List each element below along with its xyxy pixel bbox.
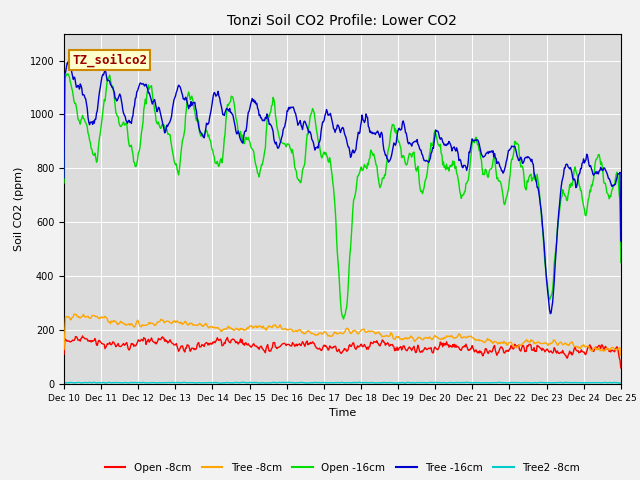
Text: TZ_soilco2: TZ_soilco2	[72, 53, 147, 67]
Y-axis label: Soil CO2 (ppm): Soil CO2 (ppm)	[14, 167, 24, 251]
X-axis label: Time: Time	[329, 408, 356, 418]
Title: Tonzi Soil CO2 Profile: Lower CO2: Tonzi Soil CO2 Profile: Lower CO2	[227, 14, 458, 28]
Legend: Open -8cm, Tree -8cm, Open -16cm, Tree -16cm, Tree2 -8cm: Open -8cm, Tree -8cm, Open -16cm, Tree -…	[100, 458, 584, 477]
